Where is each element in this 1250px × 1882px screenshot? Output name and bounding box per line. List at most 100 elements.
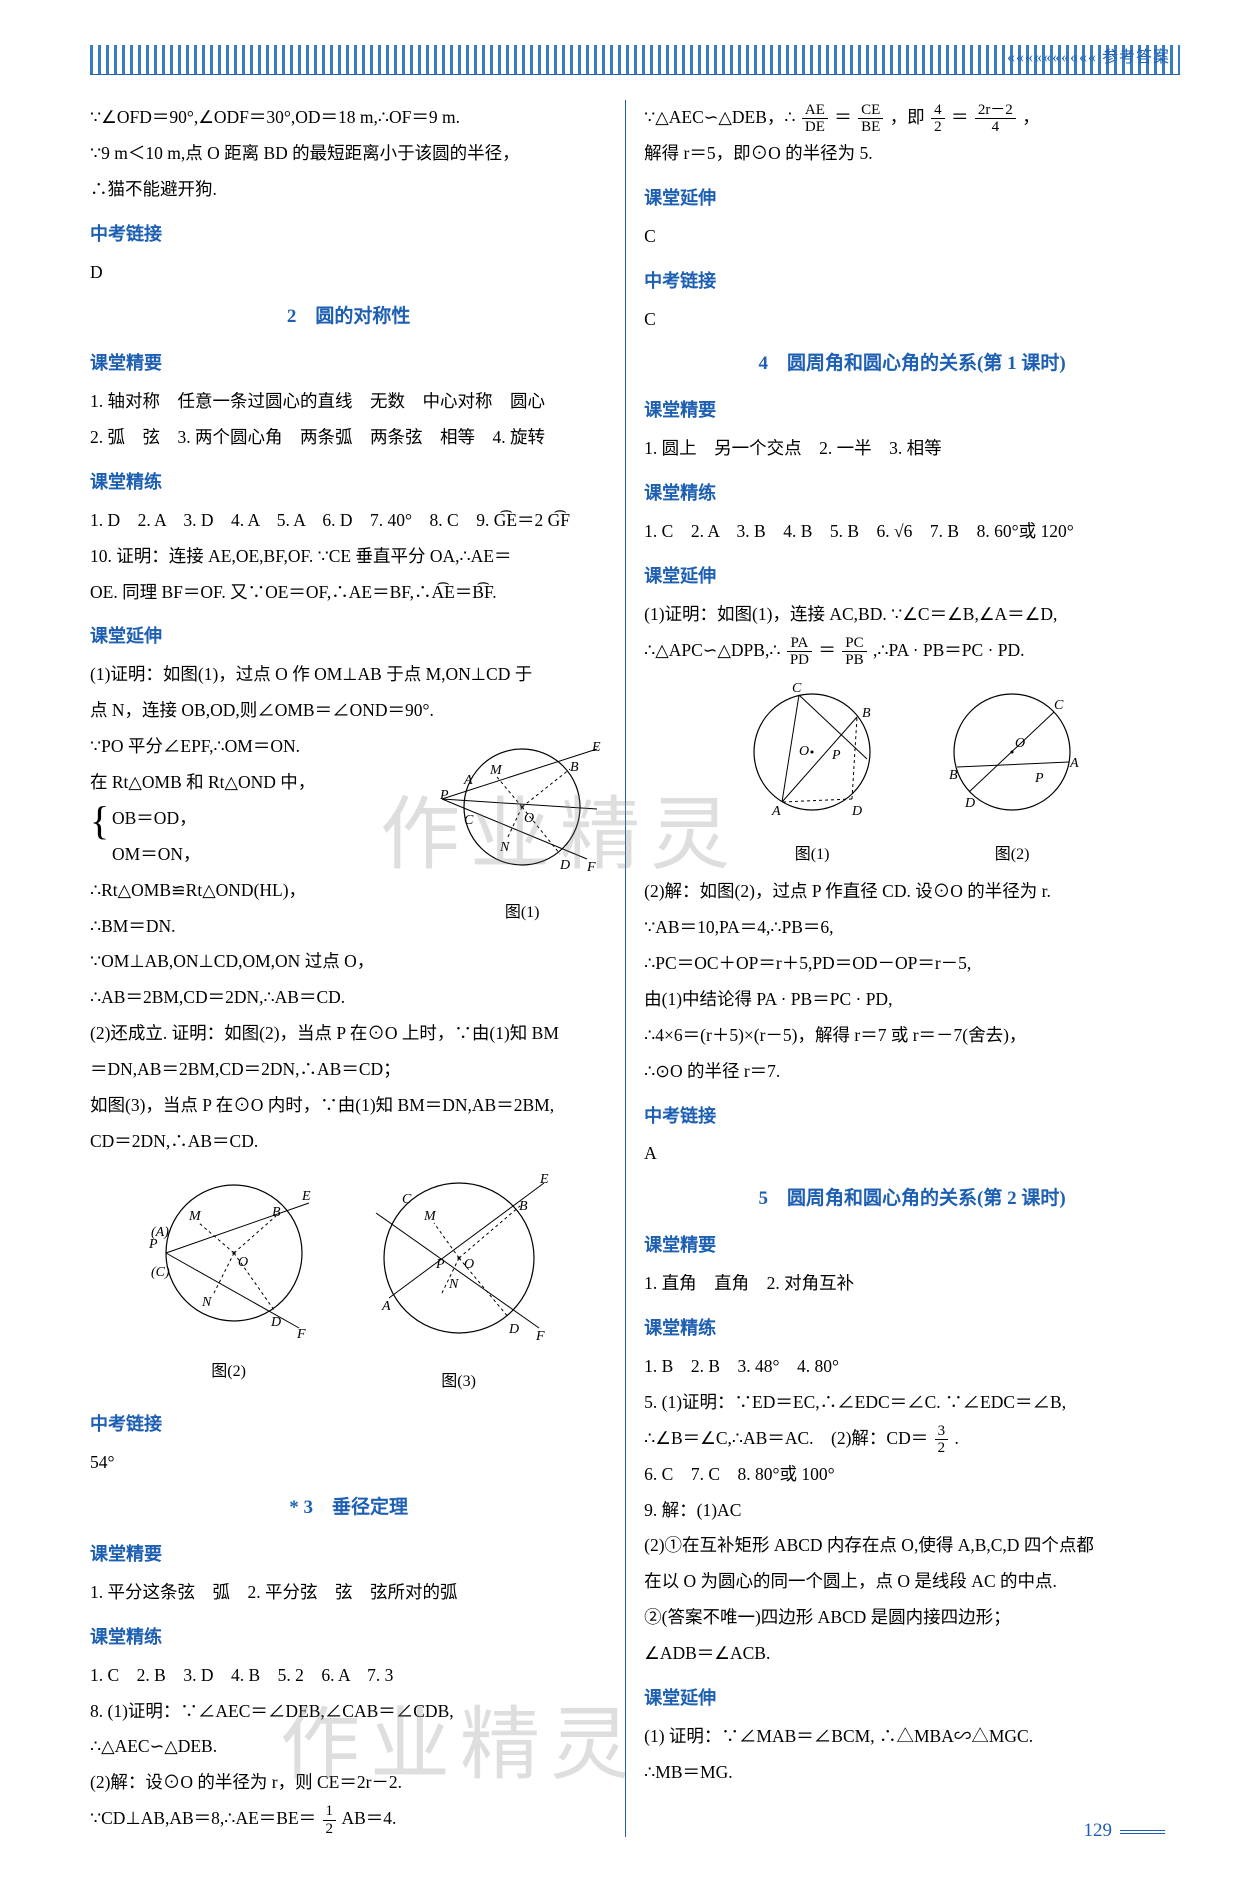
figure-left-1: P A B E C D F M N O 图(1) xyxy=(437,729,607,944)
text-line: (2)解：设⊙O 的半径为 r，则 CE＝2r－2. xyxy=(90,1765,607,1801)
svg-text:B: B xyxy=(570,760,579,775)
svg-text:O: O xyxy=(799,744,809,759)
svg-text:P: P xyxy=(435,1257,445,1272)
figure-right-2: B A C D O P 图(2) xyxy=(937,677,1087,873)
svg-text:O: O xyxy=(238,1255,248,1270)
figure-label: 图(1) xyxy=(737,839,887,872)
text-line: ∵AB＝10,PA＝4,∴PB＝6, xyxy=(644,910,1180,946)
svg-text:P: P xyxy=(439,788,449,803)
figure-label: 图(2) xyxy=(937,839,1087,872)
svg-text:B: B xyxy=(272,1205,281,1220)
text-line: (2)解：如图(2)，过点 P 作直径 CD. 设⊙O 的半径为 r. xyxy=(644,874,1180,910)
page: «««««««««« 参考答案 作业精灵 作业精灵 ∵∠OFD＝90°,∠ODF… xyxy=(0,0,1250,1882)
text-line: 2. 弧 弦 3. 两个圆心角 两条弧 两条弦 相等 4. 旋转 xyxy=(90,420,607,456)
svg-text:O: O xyxy=(524,811,534,826)
text-line: 1. C 2. B 3. D 4. B 5. 2 6. A 7. 3 xyxy=(90,1658,607,1694)
section-title-4: 4 圆周角和圆心角的关系(第 1 课时) xyxy=(644,345,1180,384)
svg-text:(A): (A) xyxy=(151,1225,169,1240)
heading-ktjl: 课堂精练 xyxy=(90,464,607,501)
svg-text:F: F xyxy=(586,860,596,875)
figure-label: 图(2) xyxy=(144,1356,314,1389)
text-line: 由(1)中结论得 PA · PB＝PC · PD, xyxy=(644,982,1180,1018)
text-line: ∵PO 平分∠EPF,∴OM＝ON. xyxy=(90,729,427,765)
svg-text:(C): (C) xyxy=(151,1265,170,1280)
figure-row: P (A) (C) B E D F M N O 图(2) xyxy=(90,1168,607,1399)
figure-label: 图(1) xyxy=(437,897,607,930)
svg-text:M: M xyxy=(423,1209,437,1224)
text-with-diagram: ∵PO 平分∠EPF,∴OM＝ON. 在 Rt△OMB 和 Rt△OND 中， … xyxy=(90,729,607,944)
circle-diagram-icon: P A B E C D F M N O xyxy=(364,1168,554,1353)
text-line: C xyxy=(644,302,1180,338)
text-line: 1. 平分这条弦 弧 2. 平分弦 弦 弦所对的弧 xyxy=(90,1575,607,1611)
svg-text:P: P xyxy=(831,748,841,763)
text-line: OB＝OD， xyxy=(112,808,197,828)
text-line: ∵△AEC∽△DEB，∴ AEDE ＝ CEBE ，即 42 ＝ 2r－24 ， xyxy=(644,100,1180,136)
svg-text:O: O xyxy=(464,1257,474,1272)
text-line: ∴MB＝MG. xyxy=(644,1755,1180,1791)
svg-text:C: C xyxy=(402,1192,412,1207)
svg-text:D: D xyxy=(508,1322,519,1337)
text-line: 1. B 2. B 3. 48° 4. 80° xyxy=(644,1349,1180,1385)
text-line: (2)还成立. 证明：如图(2)，当点 P 在⊙O 上时，∵由(1)知 BM xyxy=(90,1016,607,1052)
heading-ktjl: 课堂精练 xyxy=(644,1310,1180,1347)
svg-text:C: C xyxy=(464,813,474,828)
svg-text:B: B xyxy=(949,768,958,783)
heading-ktjy: 课堂精要 xyxy=(90,345,607,382)
heading-ktjy: 课堂精要 xyxy=(644,1227,1180,1264)
svg-text:D: D xyxy=(851,804,862,819)
text-line: 解得 r＝5，即⊙O 的半径为 5. xyxy=(644,136,1180,172)
section-title-3: * 3 垂径定理 xyxy=(90,1489,607,1528)
text-line: 点 N，连接 OB,OD,则∠OMB＝∠OND＝90°. xyxy=(90,693,607,729)
svg-text:E: E xyxy=(301,1189,311,1204)
text-line: 5. (1)证明：∵ED＝EC,∴∠EDC＝∠C. ∵∠EDC＝∠B, xyxy=(644,1385,1180,1421)
svg-text:D: D xyxy=(964,796,975,811)
text-line: 6. C 7. C 8. 80°或 100° xyxy=(644,1457,1180,1493)
text-line: 1. 圆上 另一个交点 2. 一半 3. 相等 xyxy=(644,431,1180,467)
svg-text:C: C xyxy=(1054,698,1064,713)
text-line: A xyxy=(644,1136,1180,1172)
svg-text:E: E xyxy=(591,740,601,755)
heading-ktjl: 课堂精练 xyxy=(644,475,1180,512)
text-line: 10. 证明：连接 AE,OE,BF,OF. ∵CE 垂直平分 OA,∴AE＝ xyxy=(90,539,607,575)
text-line: 1. 直角 直角 2. 对角互补 xyxy=(644,1266,1180,1302)
circle-diagram-icon: P A B E C D F M N O xyxy=(442,729,602,884)
text-line: ∴△APC∽△DPB,∴ PAPD ＝ PCPB ,∴PA · PB＝PC · … xyxy=(644,633,1180,669)
top-header-marker: «««««««««« 参考答案 xyxy=(1007,43,1170,67)
text-line: ∴∠B＝∠C,∴AB＝AC. (2)解：CD＝ 32 . xyxy=(644,1421,1180,1457)
svg-text:D: D xyxy=(270,1315,281,1330)
two-column-layout: ∵∠OFD＝90°,∠ODF＝30°,OD＝18 m,∴OF＝9 m. ∵9 m… xyxy=(90,100,1180,1837)
brace-group: { OB＝OD， OM＝ON， xyxy=(90,801,427,873)
text-line: OM＝ON， xyxy=(112,844,200,864)
circle-diagram-icon: A B C D O P xyxy=(737,677,887,827)
svg-text:E: E xyxy=(539,1172,549,1187)
text-line: ∴4×6＝(r＋5)×(r－5)，解得 r＝7 或 r＝－7(舍去)， xyxy=(644,1018,1180,1054)
text-line: ∵CD⊥AB,AB＝8,∴AE＝BE＝ 12 AB＝4. xyxy=(90,1801,607,1837)
right-column: ∵△AEC∽△DEB，∴ AEDE ＝ CEBE ，即 42 ＝ 2r－24 ，… xyxy=(644,100,1180,1837)
text-line: 如图(3)，当点 P 在⊙O 内时，∵由(1)知 BM＝DN,AB＝2BM, xyxy=(90,1088,607,1124)
text-line: 在 Rt△OMB 和 Rt△OND 中， xyxy=(90,765,427,801)
svg-text:B: B xyxy=(862,706,871,721)
section-title-5: 5 圆周角和圆心角的关系(第 2 课时) xyxy=(644,1180,1180,1219)
figure-left-3: P A B E C D F M N O 图(3) xyxy=(364,1168,554,1399)
circle-diagram-icon: P (A) (C) B E D F M N O xyxy=(144,1168,314,1343)
heading-ktys: 课堂延伸 xyxy=(644,558,1180,595)
left-column: ∵∠OFD＝90°,∠ODF＝30°,OD＝18 m,∴OF＝9 m. ∵9 m… xyxy=(90,100,626,1837)
svg-text:M: M xyxy=(489,763,503,778)
heading-zklj: 中考链接 xyxy=(90,216,607,253)
svg-text:C: C xyxy=(792,681,802,696)
svg-text:F: F xyxy=(296,1327,306,1342)
page-number: 129 xyxy=(1084,1820,1166,1842)
text-line: 1. C 2. A 3. B 4. B 5. B 6. √6 7. B 8. 6… xyxy=(644,514,1180,550)
svg-text:A: A xyxy=(463,773,473,788)
text-line: D xyxy=(90,255,607,291)
svg-text:P: P xyxy=(1034,771,1044,786)
text-line: C xyxy=(644,219,1180,255)
text-line: (1)证明：如图(1)，过点 O 作 OM⊥AB 于点 M,ON⊥CD 于 xyxy=(90,657,607,693)
svg-text:M: M xyxy=(188,1209,202,1224)
svg-text:D: D xyxy=(559,858,570,873)
svg-text:F: F xyxy=(535,1329,545,1344)
section-title-2: 2 圆的对称性 xyxy=(90,298,607,337)
text-line: 9. 解：(1)AC xyxy=(644,1493,1180,1529)
text-line: ∵9 m＜10 m,点 O 距离 BD 的最短距离小于该圆的半径， xyxy=(90,136,607,172)
text-line: ∠ADB＝∠ACB. xyxy=(644,1636,1180,1672)
